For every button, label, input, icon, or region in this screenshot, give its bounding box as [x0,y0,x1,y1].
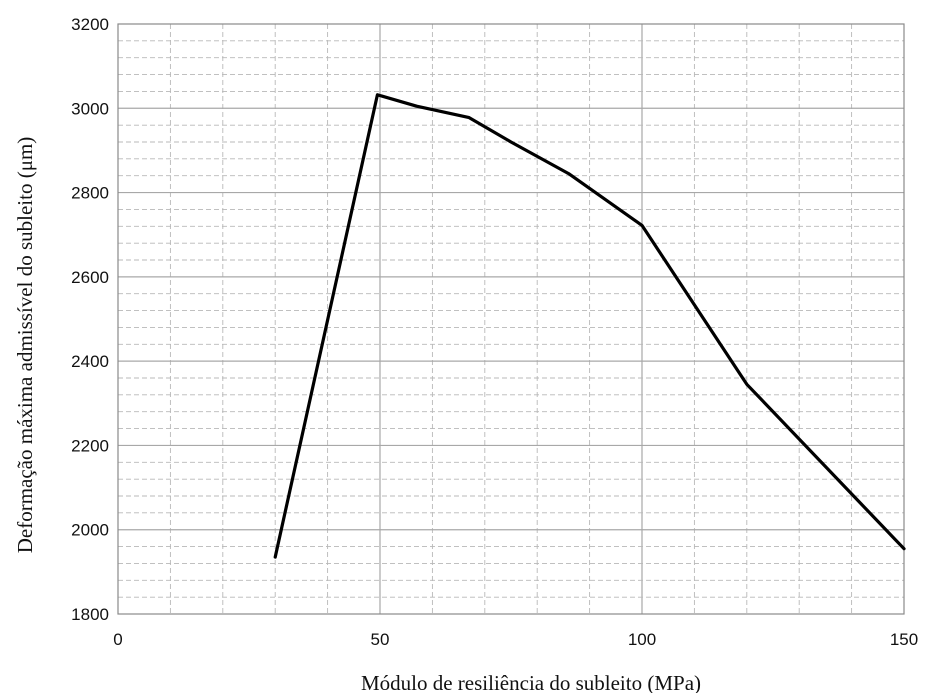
grid [118,24,904,614]
y-tick-label: 2600 [71,268,109,287]
y-tick-label: 3000 [71,99,109,118]
x-tick-label: 100 [628,630,656,649]
y-tick-label: 2000 [71,521,109,540]
x-tick-label: 0 [113,630,122,649]
y-tick-labels: 1800 2000 2200 2400 2600 2800 3000 3200 [71,15,109,624]
y-tick-label: 2400 [71,352,109,371]
series-line [273,93,906,559]
y-tick-label: 3200 [71,15,109,34]
y-tick-label: 2200 [71,436,109,455]
x-tick-label: 150 [890,630,918,649]
x-axis-title: Módulo de resiliência do subleito (MPa) [361,671,701,693]
x-tick-labels: 0 50 100 150 [113,630,918,649]
plot-frame [117,23,905,615]
y-tick-label: 2800 [71,184,109,203]
y-tick-label: 1800 [71,605,109,624]
x-tick-label: 50 [371,630,390,649]
series-layer [273,93,906,559]
y-axis-title: Deformação máxima admissível do subleito… [13,137,37,554]
